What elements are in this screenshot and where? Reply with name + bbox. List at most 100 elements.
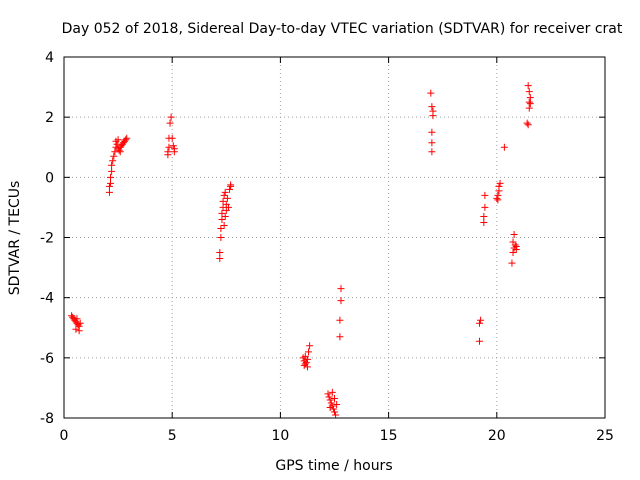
data-point [164,148,172,156]
data-point [110,152,118,160]
data-point [525,88,533,96]
data-point [109,157,117,165]
data-point [327,399,335,407]
data-point [166,119,174,127]
data-point [226,185,234,193]
y-tick-label: -2 [40,231,54,247]
data-point [524,121,532,129]
data-point [75,327,83,335]
data-point [167,113,175,121]
data-point [305,348,313,356]
data-point [108,167,116,175]
data-point [480,212,488,220]
data-points [68,82,534,419]
data-point [122,136,130,144]
data-point [217,224,225,232]
data-point [477,316,485,324]
data-point [324,390,332,398]
data-point [509,249,517,257]
data-point [428,103,436,111]
data-point [73,315,81,323]
data-point [221,188,229,196]
data-point [493,194,501,202]
data-point [302,358,310,366]
grid [64,57,605,418]
data-point [325,393,333,401]
data-point [220,221,228,229]
data-point [216,249,224,257]
data-point [429,107,437,115]
x-tick-label: 0 [60,428,69,444]
data-point [331,408,338,416]
data-point [217,234,225,241]
data-point [526,100,534,108]
x-tick-label: 5 [168,428,177,444]
data-point [337,285,345,293]
tick-labels: 0 5 10 15 20 25 -8 -6 -4 -2 0 2 4 [40,50,614,444]
data-point [333,400,341,408]
data-point [332,411,340,419]
data-point [170,148,178,156]
y-tick-label: -4 [40,291,54,307]
data-point [216,255,224,263]
data-point [223,194,231,202]
data-point [336,333,344,341]
data-point [512,243,520,251]
axis-ticks [63,56,606,419]
data-point [428,139,436,147]
data-point [328,388,336,396]
data-point [326,403,334,411]
data-point [108,161,116,169]
data-point [525,98,533,106]
data-point [219,197,227,205]
data-point [523,119,531,127]
data-point [114,136,122,144]
data-point [105,182,113,190]
data-point [218,215,226,223]
data-point [494,196,502,204]
y-tick-label: 0 [45,170,54,186]
data-point [496,179,504,187]
data-point [428,148,436,156]
data-point [336,316,344,324]
data-point [224,203,232,211]
y-tick-label: -6 [40,351,54,367]
data-point [76,319,84,327]
x-tick-label: 15 [380,428,398,444]
data-point [303,363,311,371]
data-point [500,143,508,151]
data-point [526,94,534,102]
data-point [218,209,226,217]
data-point [107,179,115,187]
data-point [168,134,176,142]
data-point [115,146,123,154]
x-axis-label: GPS time / hours [275,458,392,474]
data-point [331,394,338,402]
y-tick-label: 4 [45,50,54,66]
data-point [509,238,517,246]
data-point [169,142,177,150]
data-point [495,182,503,190]
y-tick-label: 2 [45,110,54,126]
data-point [123,134,131,142]
data-point [475,319,483,327]
data-point [326,396,334,404]
data-point [481,191,489,199]
plot-frame [63,56,606,419]
data-point [165,143,173,151]
data-point [116,148,124,156]
data-point [337,297,345,305]
x-tick-label: 20 [488,428,506,444]
data-point [508,259,516,267]
data-point [301,352,309,360]
data-point [475,337,483,345]
data-point [510,230,518,238]
data-point [428,128,436,136]
y-axis-label: SDTVAR / TECUs [7,181,23,296]
x-tick-label: 25 [596,428,614,444]
data-point [221,212,229,220]
data-point [480,218,488,226]
data-point [427,89,435,97]
data-point [525,104,533,112]
